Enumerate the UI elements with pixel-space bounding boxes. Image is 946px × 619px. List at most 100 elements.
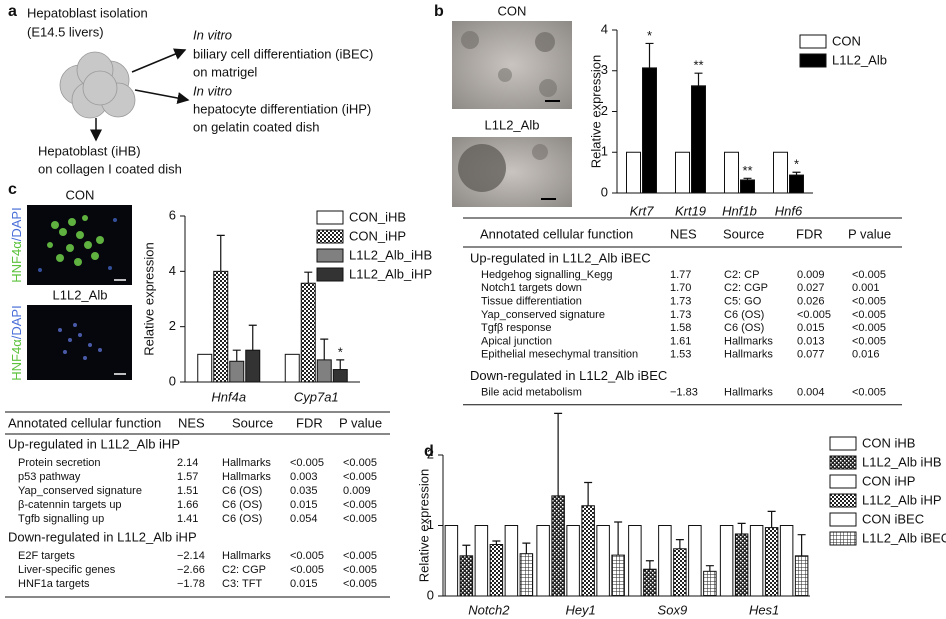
table-cell: 1.58 xyxy=(670,322,691,334)
y-tick-label: 1 xyxy=(427,517,434,532)
panel-label: d xyxy=(424,443,434,460)
significance-mark: ** xyxy=(693,58,703,73)
table-header: NES xyxy=(670,226,697,241)
bar xyxy=(779,525,794,597)
table-cell: 1.53 xyxy=(670,349,691,361)
y-tick-label: 0 xyxy=(601,184,608,199)
micrograph xyxy=(452,21,572,109)
arrow xyxy=(131,48,187,73)
table-cell: 1.41 xyxy=(177,513,198,525)
bar xyxy=(596,525,610,597)
legend-label: CON xyxy=(832,33,861,48)
y-tick-label: 0 xyxy=(169,373,176,388)
table-cell: C3: TFT xyxy=(222,578,262,590)
panel-label: b xyxy=(434,3,444,20)
y-tick-label: 2 xyxy=(601,103,608,118)
fluorescence-image xyxy=(27,305,132,380)
y-axis-label: Relative expression xyxy=(588,55,603,168)
error-bar xyxy=(743,177,752,180)
diagram-text: In vitro xyxy=(193,83,232,98)
error-bar xyxy=(797,534,806,556)
table-cell: β-catennin targets up xyxy=(18,499,122,511)
y-tick-label: 2 xyxy=(169,318,176,333)
y-tick-label: 3 xyxy=(601,62,608,77)
bar xyxy=(724,151,739,194)
bar xyxy=(691,85,706,194)
stain: HNF4α xyxy=(9,241,24,283)
legend-label: L1L2_Alb iHP xyxy=(862,492,942,507)
bar xyxy=(643,568,657,597)
table-cell: C2: CGP xyxy=(222,564,266,576)
table-cell: 0.015 xyxy=(290,499,318,511)
table-cell: <0.005 xyxy=(290,550,324,562)
y-tick-label: 2 xyxy=(427,446,434,461)
table-cell: 1.70 xyxy=(670,282,691,294)
table-cell: 1.61 xyxy=(670,335,691,347)
bar xyxy=(489,544,504,597)
bar xyxy=(628,525,642,597)
table-cell: C6 (OS) xyxy=(222,499,262,511)
error-bar xyxy=(492,540,501,545)
table-cell: <0.005 xyxy=(343,513,377,525)
bar xyxy=(673,548,687,597)
error-bar xyxy=(645,560,654,570)
table-cell: HNF1a targets xyxy=(18,578,90,590)
table-cell: Liver-specific genes xyxy=(18,564,116,576)
legend-label: L1L2_Alb_iHP xyxy=(349,266,432,281)
arrow xyxy=(134,89,190,104)
bar xyxy=(300,282,316,383)
stain: HNF4α xyxy=(9,339,24,381)
legend-swatch xyxy=(829,512,857,527)
x-tick-label: Hnf6 xyxy=(775,203,803,218)
error-bar xyxy=(336,359,345,370)
table-cell: Apical junction xyxy=(481,335,552,347)
bar xyxy=(581,505,595,597)
bar xyxy=(504,525,519,597)
bar xyxy=(551,495,565,597)
x-tick-label: Hes1 xyxy=(749,602,779,617)
legend-label: L1L2_Alb iHB xyxy=(862,454,942,469)
table-cell: <0.005 xyxy=(797,309,831,321)
table-cell: −1.78 xyxy=(177,578,205,590)
table-header: Source xyxy=(723,226,764,241)
bar xyxy=(197,353,213,383)
diagram-text: In vitro xyxy=(193,27,232,42)
section-title: Down-regulated in L1L2_Alb iHP xyxy=(8,529,197,544)
diagram-text: Hepatoblast (iHB) xyxy=(38,143,141,158)
image-label: L1L2_Alb xyxy=(485,117,540,132)
table-cell: Yap_conserved signature xyxy=(18,485,142,497)
y-axis-label: Relative expression xyxy=(141,242,156,355)
table-cell: <0.005 xyxy=(343,564,377,576)
image-label: L1L2_Alb xyxy=(53,287,108,302)
table-cell: 1.66 xyxy=(177,499,198,511)
bar xyxy=(658,525,672,597)
bar xyxy=(688,525,702,597)
table-cell: Hallmarks xyxy=(724,387,773,399)
image-label: CON xyxy=(66,187,95,202)
table-cell: 0.015 xyxy=(797,322,825,334)
table-header: NES xyxy=(178,415,205,430)
table-cell: <0.005 xyxy=(852,322,886,334)
error-bar xyxy=(522,542,531,554)
table-cell: Tgfb signalling up xyxy=(18,513,104,525)
table-cell: <0.005 xyxy=(290,457,324,469)
significance-mark: * xyxy=(647,28,652,43)
bar xyxy=(611,554,625,597)
bar xyxy=(703,570,717,597)
legend-label: L1L2_Alb xyxy=(832,52,887,67)
table-cell: Bile acid metabolism xyxy=(481,387,582,399)
table-cell: E2F targets xyxy=(18,550,75,562)
bar xyxy=(719,525,734,597)
bar xyxy=(789,174,804,194)
table-cell: p53 pathway xyxy=(18,471,81,483)
y-tick-label: 4 xyxy=(169,263,176,278)
table-cell: Protein secretion xyxy=(18,457,101,469)
legend-label: CON iHB xyxy=(862,435,915,450)
table-cell: C2: CGP xyxy=(724,282,768,294)
bar xyxy=(459,555,474,597)
table-header: Source xyxy=(232,415,273,430)
bar xyxy=(444,525,459,597)
y-axis-label: Relative expression xyxy=(416,469,431,582)
table-cell: Hallmarks xyxy=(724,335,773,347)
error-bar xyxy=(554,412,563,496)
